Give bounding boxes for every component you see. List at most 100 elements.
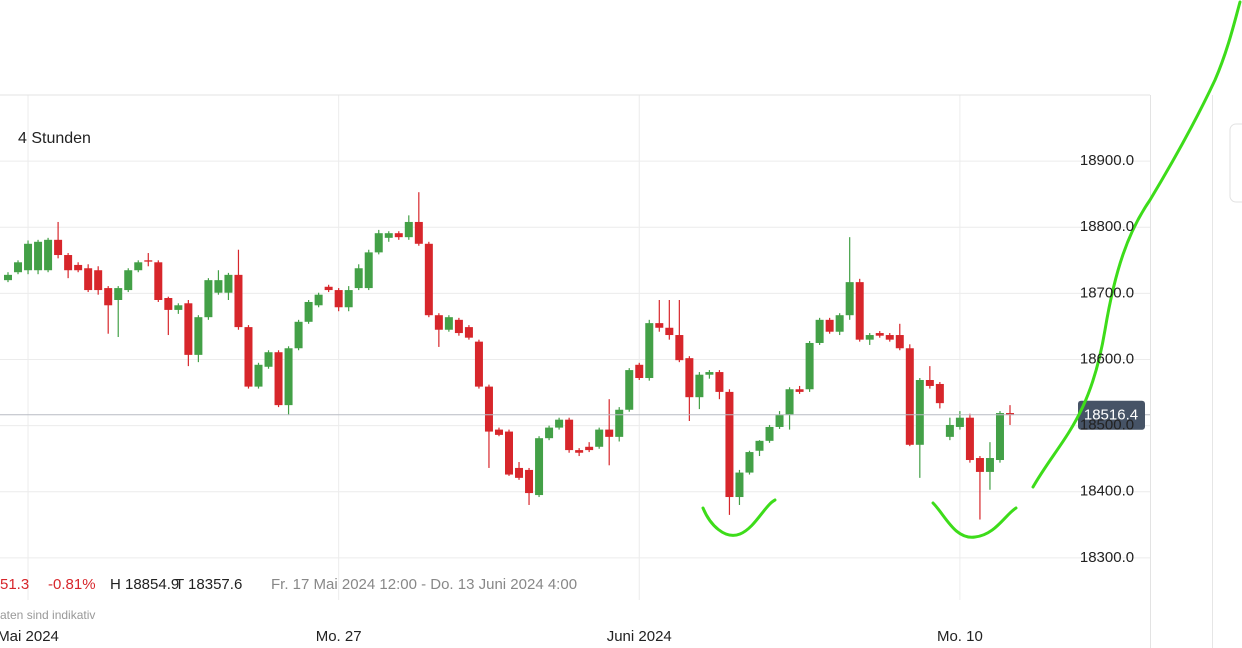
- y-tick-label: 18900.0: [1080, 152, 1134, 169]
- candle-body: [845, 282, 854, 316]
- candle-body: [865, 335, 874, 340]
- candle-body: [945, 424, 954, 437]
- grid: [0, 95, 1150, 600]
- candle-body: [434, 315, 443, 330]
- y-tick-label: 18300.0: [1080, 549, 1134, 566]
- candle-body: [454, 319, 463, 334]
- change-percent: -0.81%: [48, 576, 96, 593]
- candle-body: [525, 469, 534, 494]
- candle-body: [424, 243, 433, 316]
- candle-body: [44, 239, 53, 271]
- candle-body: [384, 233, 393, 238]
- low-value: T 18357.6: [175, 576, 242, 593]
- x-tick-label: Mo. 27: [316, 628, 362, 645]
- candle-body: [14, 262, 23, 273]
- change-value: 51.3: [0, 576, 29, 593]
- side-panel-button[interactable]: [1229, 123, 1242, 203]
- candle-body: [314, 294, 323, 306]
- candle-body: [84, 268, 93, 291]
- candle-body: [815, 319, 824, 343]
- candle-body: [715, 372, 724, 392]
- candle-body: [655, 323, 664, 328]
- candle-body: [965, 417, 974, 461]
- candle-body: [835, 315, 844, 332]
- x-tick-label: Juni 2024: [607, 628, 672, 645]
- candle-body: [505, 431, 513, 475]
- candle-body: [184, 303, 193, 355]
- candle-body: [224, 274, 233, 293]
- last-price-tag: [1078, 400, 1145, 430]
- candle-body: [915, 379, 924, 445]
- x-tick-label: Mo. 10: [937, 628, 983, 645]
- candle-body: [114, 288, 123, 300]
- candle-body: [444, 317, 453, 330]
- candle-body: [74, 264, 83, 271]
- candle-body: [334, 290, 343, 308]
- candle-body: [234, 274, 243, 328]
- candle-body: [855, 282, 864, 340]
- high-value: H 18854.9: [110, 576, 179, 593]
- candle-body: [935, 383, 944, 404]
- candle-body: [755, 440, 764, 451]
- candle-body: [284, 348, 293, 406]
- candle-body: [805, 342, 814, 390]
- candle-body: [605, 429, 614, 437]
- candle-body: [154, 262, 163, 300]
- candle-body: [645, 323, 654, 379]
- candle-body: [895, 335, 904, 349]
- candle-body: [414, 221, 423, 244]
- candle-body: [214, 280, 223, 293]
- candle-body: [494, 429, 503, 435]
- candle-body: [264, 352, 273, 367]
- candle-body: [344, 290, 353, 308]
- candle-body: [64, 255, 73, 271]
- candle-body: [625, 370, 634, 410]
- candle-body: [274, 352, 283, 406]
- candle-body: [595, 429, 604, 447]
- candle-body: [124, 270, 133, 291]
- candle-body: [565, 419, 574, 451]
- disclaimer: aten sind indikativ: [0, 608, 95, 622]
- candle-body: [765, 426, 774, 441]
- candle-body: [24, 243, 33, 271]
- candle-body: [404, 221, 413, 238]
- candle-body: [204, 280, 213, 318]
- candle-body: [785, 389, 794, 416]
- candle-body: [585, 446, 594, 451]
- candle-body: [985, 458, 994, 472]
- candle-body: [324, 286, 333, 291]
- candle-body: [795, 389, 804, 392]
- y-tick-label: 18600.0: [1080, 350, 1134, 367]
- y-tick-label: 18700.0: [1080, 284, 1134, 301]
- candle-body: [515, 467, 524, 478]
- candle-body: [705, 372, 714, 375]
- candle-body: [134, 262, 143, 271]
- candle-body: [905, 348, 914, 445]
- y-tick-label: 18500.0: [1080, 417, 1134, 434]
- candle-body: [474, 341, 483, 387]
- candle-body: [394, 233, 403, 238]
- candle-body: [955, 417, 964, 427]
- candle-body: [164, 298, 173, 310]
- candle-body: [725, 391, 734, 498]
- candle-body: [254, 364, 263, 387]
- candle-body: [635, 364, 644, 379]
- candle-body: [464, 327, 473, 338]
- candle-body: [545, 427, 554, 439]
- candle-body: [775, 415, 784, 427]
- y-tick-label: 18800.0: [1080, 218, 1134, 235]
- candle-body: [665, 327, 674, 336]
- candle-body: [825, 319, 834, 332]
- candle-body: [695, 374, 704, 398]
- date-range: Fr. 17 Mai 2024 12:00 - Do. 13 Juni 2024…: [271, 576, 577, 593]
- candle-body: [364, 252, 373, 289]
- candle-body: [484, 386, 493, 432]
- overlay: 18516.4: [0, 400, 1150, 430]
- candle-body: [675, 335, 684, 361]
- candle-body: [735, 472, 744, 498]
- candle-body: [244, 327, 253, 387]
- candle-body: [304, 301, 313, 322]
- candle-body: [685, 358, 694, 398]
